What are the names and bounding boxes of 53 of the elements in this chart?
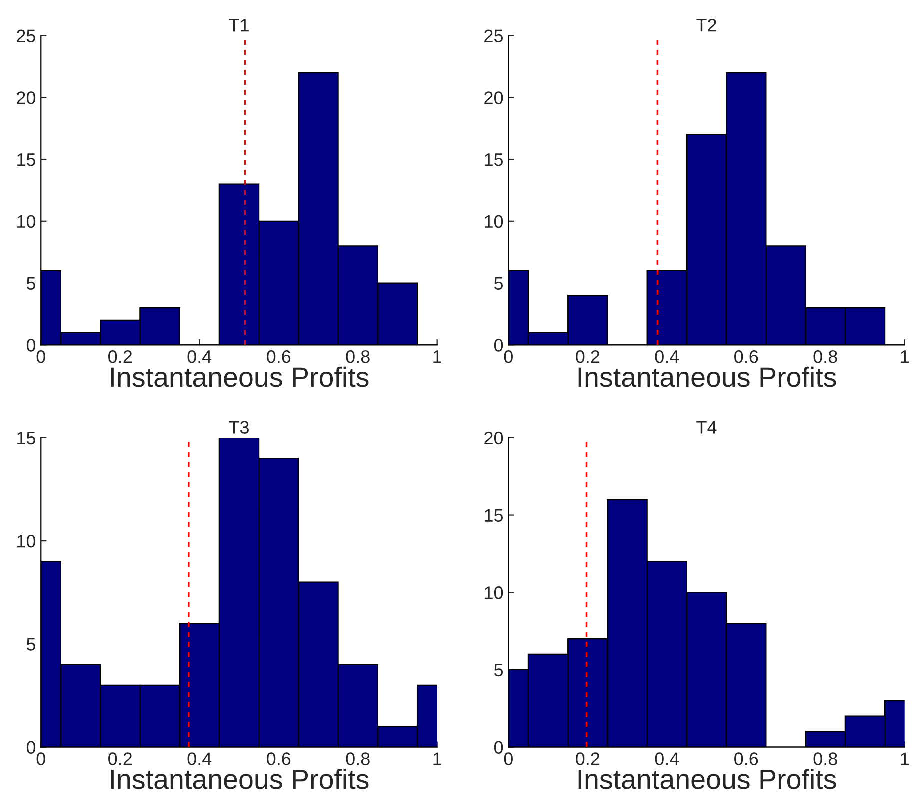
y-tick-label: 5 <box>494 664 504 677</box>
x-tick-label: 0.2 <box>108 350 132 364</box>
y-tick-label: 20 <box>484 432 504 445</box>
chart-title: T3 <box>229 421 249 434</box>
y-tick-label: 5 <box>26 638 36 651</box>
y-tick-label: 20 <box>17 92 36 104</box>
y-tick-label: 20 <box>484 92 504 104</box>
chart-title: T2 <box>696 19 716 32</box>
x-tick-label: 0 <box>504 752 513 766</box>
y-tick-label: 15 <box>18 154 36 166</box>
y-tick-label: 5 <box>494 277 504 290</box>
y-tick-label: 10 <box>18 215 36 228</box>
x-tick-label: 0.6 <box>734 752 758 766</box>
x-axis-title: Instantaneous Profits <box>111 366 369 388</box>
y-tick-label: 25 <box>17 30 36 42</box>
y-tick-label: 10 <box>485 586 504 600</box>
y-tick-label: 25 <box>484 30 504 42</box>
y-tick-label: 15 <box>485 509 504 522</box>
x-tick-label: 0.4 <box>655 752 680 766</box>
x-tick-label: 0.4 <box>188 350 212 364</box>
x-axis-title: Instantaneous Profits <box>578 768 836 790</box>
x-tick-label: 0.4 <box>188 752 212 766</box>
y-tick-label: 0 <box>26 741 36 754</box>
y-tick-label: 0 <box>26 339 36 352</box>
chart-title: T1 <box>229 19 249 32</box>
x-axis-title: Instantaneous Profits <box>578 366 836 388</box>
x-tick-label: 0.2 <box>576 350 600 364</box>
chart-title: T4 <box>696 421 717 434</box>
x-tick-label: 0.6 <box>267 752 291 766</box>
x-tick-label: 0.4 <box>655 350 680 364</box>
y-tick-label: 15 <box>485 154 504 166</box>
y-tick-label: 10 <box>18 534 36 548</box>
y-tick-label: 0 <box>494 339 504 352</box>
y-tick-label: 5 <box>26 277 36 290</box>
x-tick-label: 1 <box>434 350 442 364</box>
x-tick-label: 1 <box>434 752 442 766</box>
x-tick-label: 0.2 <box>576 752 600 766</box>
x-tick-label: 1 <box>901 752 909 766</box>
x-tick-label: 0 <box>36 752 46 766</box>
x-tick-label: 0 <box>36 350 46 364</box>
x-axis-title: Instantaneous Profits <box>111 768 369 790</box>
x-tick-label: 0.6 <box>267 350 291 364</box>
y-tick-label: 0 <box>494 741 504 754</box>
x-tick-label: 0 <box>504 350 513 364</box>
x-tick-label: 0.2 <box>108 752 132 766</box>
x-tick-label: 0.8 <box>346 752 370 766</box>
y-tick-label: 10 <box>485 215 504 228</box>
x-tick-label: 1 <box>901 350 909 364</box>
x-tick-label: 0.8 <box>814 350 838 364</box>
x-tick-label: 0.8 <box>346 350 370 364</box>
y-tick-label: 15 <box>18 432 36 445</box>
x-tick-label: 0.6 <box>734 350 758 364</box>
x-tick-label: 0.8 <box>814 752 838 766</box>
